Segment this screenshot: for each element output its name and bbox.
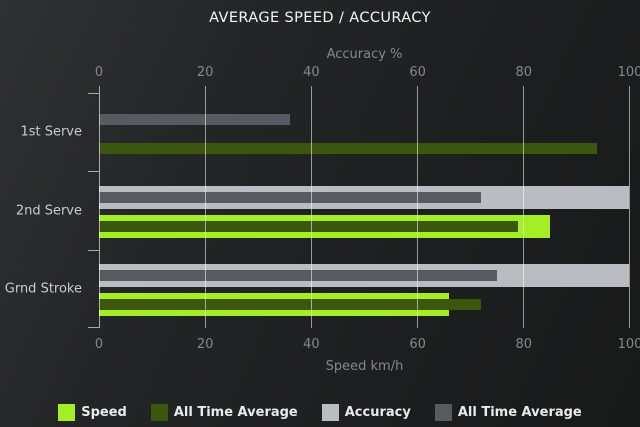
- tick-label-bottom-80: 80: [515, 337, 533, 352]
- value-axis-line: [99, 86, 100, 328]
- gridline-60: [417, 86, 418, 328]
- bar-speed-all-time-average-2nd-serve: [99, 220, 518, 232]
- category-label-1st-serve: 1st Serve: [20, 124, 82, 140]
- plot-area: [88, 86, 630, 328]
- bar-pair-1st-serve: [99, 133, 629, 163]
- category-axis-tick-2: [88, 249, 99, 251]
- bar-pair-grnd-stroke: [99, 261, 629, 291]
- tick-label-top-80: 80: [515, 65, 533, 80]
- bar-accuracy-all-time-average-grnd-stroke: [99, 270, 497, 282]
- legend-item-speed[interactable]: Speed: [58, 403, 127, 421]
- bar-speed-all-time-average-1st-serve: [99, 142, 598, 154]
- tick-label-top-60: 60: [409, 65, 426, 80]
- category-band-2nd-serve: [99, 171, 629, 249]
- bottom-axis-tick-labels: 0 20 40 60 80 100: [95, 337, 640, 352]
- legend-item-accuracy-all-time-average[interactable]: All Time Average: [434, 403, 582, 421]
- tick-label-bottom-0: 0: [94, 337, 104, 352]
- bottom-axis-title: Speed km/h: [325, 359, 404, 374]
- category-axis-tick-1: [88, 171, 99, 173]
- tick-label-top-20: 20: [196, 65, 214, 80]
- tick-label-top-0: 0: [94, 65, 104, 80]
- gridline-80: [523, 86, 524, 328]
- bar-pair-2nd-serve: [99, 211, 629, 241]
- bar-pair-grnd-stroke: [99, 290, 629, 320]
- legend-item-speed-all-time-average[interactable]: All Time Average: [150, 403, 298, 421]
- legend-label-accuracy: Accuracy: [344, 404, 411, 420]
- category-label-2nd-serve: 2nd Serve: [15, 203, 82, 218]
- tick-label-bottom-40: 40: [303, 337, 320, 352]
- tick-label-bottom-20: 20: [196, 337, 214, 352]
- legend-item-accuracy[interactable]: Accuracy: [321, 403, 411, 421]
- legend-label-accuracy-all-time-average: All Time Average: [457, 404, 582, 420]
- category-label-grnd-stroke: Grnd Stroke: [4, 281, 82, 297]
- category-axis-tick-3: [88, 327, 99, 328]
- category-band-1st-serve: [99, 93, 629, 171]
- bar-pair-2nd-serve: [99, 182, 629, 212]
- category-band-grnd-stroke: [99, 250, 629, 328]
- bar-pair-1st-serve: [99, 104, 629, 134]
- bar-accuracy-all-time-average-1st-serve: [99, 113, 290, 125]
- legend-swatch-speed: [58, 403, 76, 421]
- tick-label-top-100: 100: [617, 65, 640, 80]
- bar-speed-all-time-average-grnd-stroke: [99, 299, 481, 311]
- legend-swatch-accuracy-all-time-average: [434, 403, 452, 421]
- gridline-40: [311, 86, 312, 328]
- legend-swatch-accuracy: [321, 403, 339, 421]
- tick-label-bottom-100: 100: [617, 337, 640, 352]
- category-axis-tick-0: [88, 93, 99, 94]
- tick-label-top-40: 40: [303, 65, 320, 80]
- category-axis-labels: 1st Serve 2nd Serve Grnd Stroke: [0, 93, 88, 328]
- chart-title: AVERAGE SPEED / ACCURACY: [209, 10, 431, 26]
- bar-accuracy-all-time-average-2nd-serve: [99, 191, 481, 203]
- legend-swatch-speed-all-time-average: [150, 403, 168, 421]
- legend-label-speed: Speed: [81, 404, 127, 420]
- top-axis-title: Accuracy %: [326, 47, 403, 62]
- gridline-20: [205, 86, 206, 328]
- top-axis-tick-labels: 0 20 40 60 80 100: [95, 65, 640, 80]
- legend-label-speed-all-time-average: All Time Average: [173, 404, 298, 420]
- gridline-100: [629, 86, 630, 328]
- legend: Speed All Time Average Accuracy All Time Av…: [0, 402, 640, 422]
- tick-label-bottom-60: 60: [409, 337, 426, 352]
